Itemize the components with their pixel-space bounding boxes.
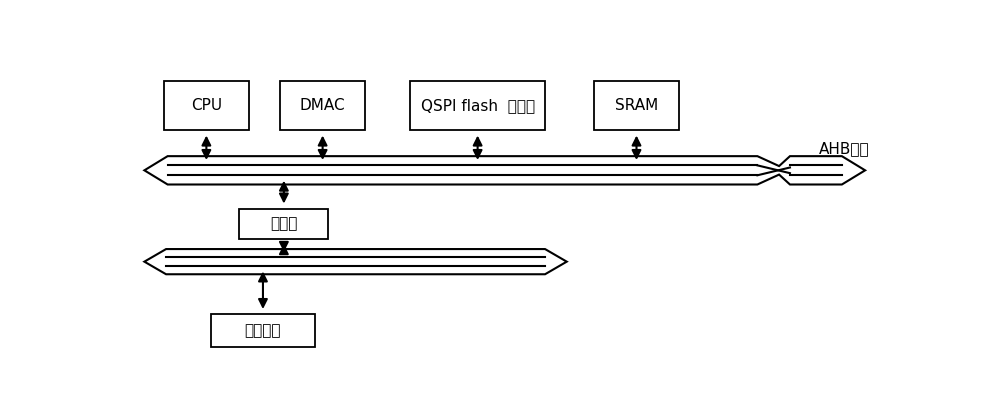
Polygon shape [144,156,865,184]
FancyBboxPatch shape [239,209,328,239]
Text: 异步桥: 异步桥 [270,216,298,231]
Polygon shape [144,249,567,274]
Text: SRAM: SRAM [615,98,658,113]
FancyBboxPatch shape [164,81,249,130]
Text: QSPI flash  控制器: QSPI flash 控制器 [421,98,535,113]
Text: 语音模块: 语音模块 [245,324,281,338]
FancyBboxPatch shape [410,81,545,130]
Text: CPU: CPU [191,98,222,113]
FancyBboxPatch shape [280,81,365,130]
FancyBboxPatch shape [594,81,679,130]
FancyBboxPatch shape [211,315,315,348]
Text: AHB总线: AHB总线 [819,141,869,156]
Text: DMAC: DMAC [300,98,345,113]
